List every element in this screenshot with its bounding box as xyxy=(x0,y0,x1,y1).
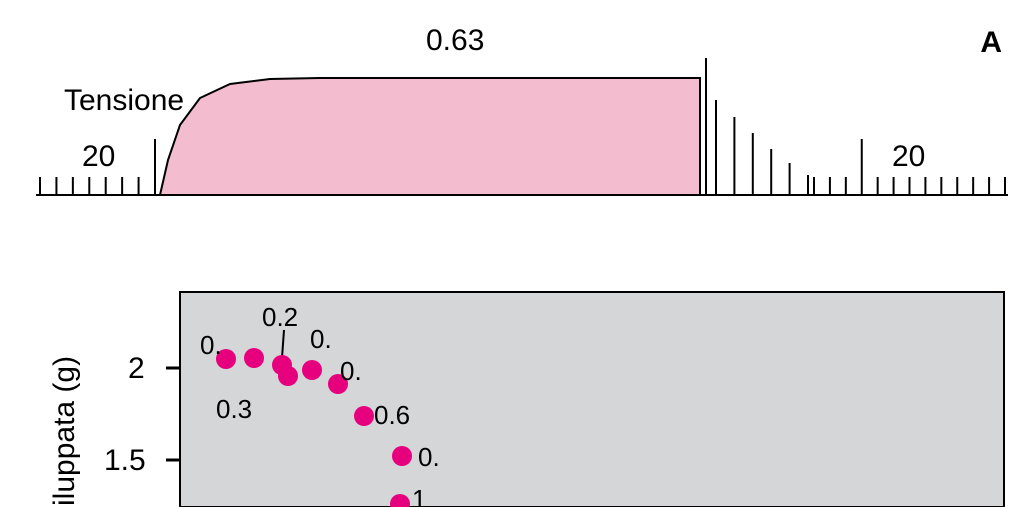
panel-b-scatter: 0. 0.2 0.3 0. 0. 0.6 0. 1 xyxy=(0,0,1024,507)
figure: A Tensione 0.63 20 20 B iluppata (g) 2 1… xyxy=(0,0,1024,507)
svg-text:0.6: 0.6 xyxy=(374,400,410,430)
svg-text:0.: 0. xyxy=(340,356,362,386)
svg-text:0.: 0. xyxy=(418,442,440,472)
svg-text:0.: 0. xyxy=(200,330,222,360)
svg-text:0.: 0. xyxy=(310,324,332,354)
svg-text:0.2: 0.2 xyxy=(262,302,298,332)
svg-text:0.3: 0.3 xyxy=(216,394,252,424)
svg-text:1: 1 xyxy=(412,484,426,507)
